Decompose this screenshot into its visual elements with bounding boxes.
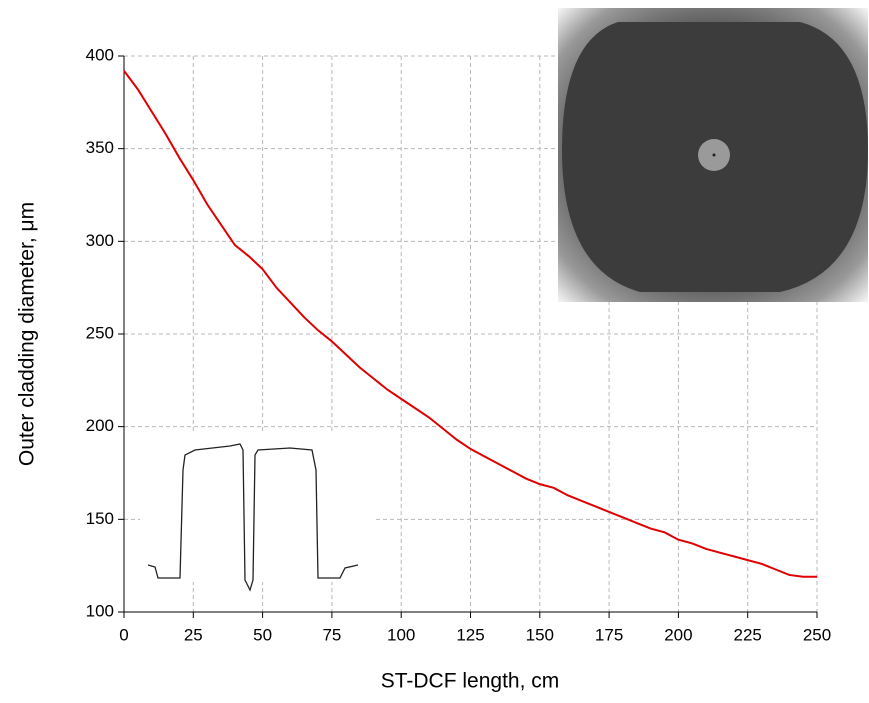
y-tick-label: 400 <box>86 45 114 64</box>
x-axis-label: ST-DCF length, cm <box>381 670 560 693</box>
x-tick-label: 175 <box>595 625 623 644</box>
fiber-image-inset <box>558 8 868 302</box>
y-tick-label: 100 <box>86 601 114 620</box>
x-tick-label: 0 <box>119 625 128 644</box>
profile-inset-bg <box>140 432 376 582</box>
x-tick-label: 150 <box>526 625 554 644</box>
y-tick-label: 150 <box>86 509 114 528</box>
data-line <box>123 70 817 578</box>
y-tick-label: 350 <box>86 138 114 157</box>
x-tick-label: 25 <box>184 625 203 644</box>
y-tick-label: 300 <box>86 231 114 250</box>
y-axis-label: Outer cladding diameter, μm <box>16 202 39 466</box>
x-tick-label: 250 <box>803 625 831 644</box>
x-tick-label: 50 <box>253 625 272 644</box>
x-tick-label: 75 <box>322 625 341 644</box>
profile-inset <box>147 443 359 592</box>
y-tick-label: 250 <box>86 323 114 342</box>
y-tick-label: 200 <box>86 416 114 435</box>
x-tick-label: 200 <box>664 625 692 644</box>
x-tick-label: 125 <box>456 625 484 644</box>
x-tick-label: 100 <box>387 625 415 644</box>
x-tick-label: 225 <box>734 625 762 644</box>
